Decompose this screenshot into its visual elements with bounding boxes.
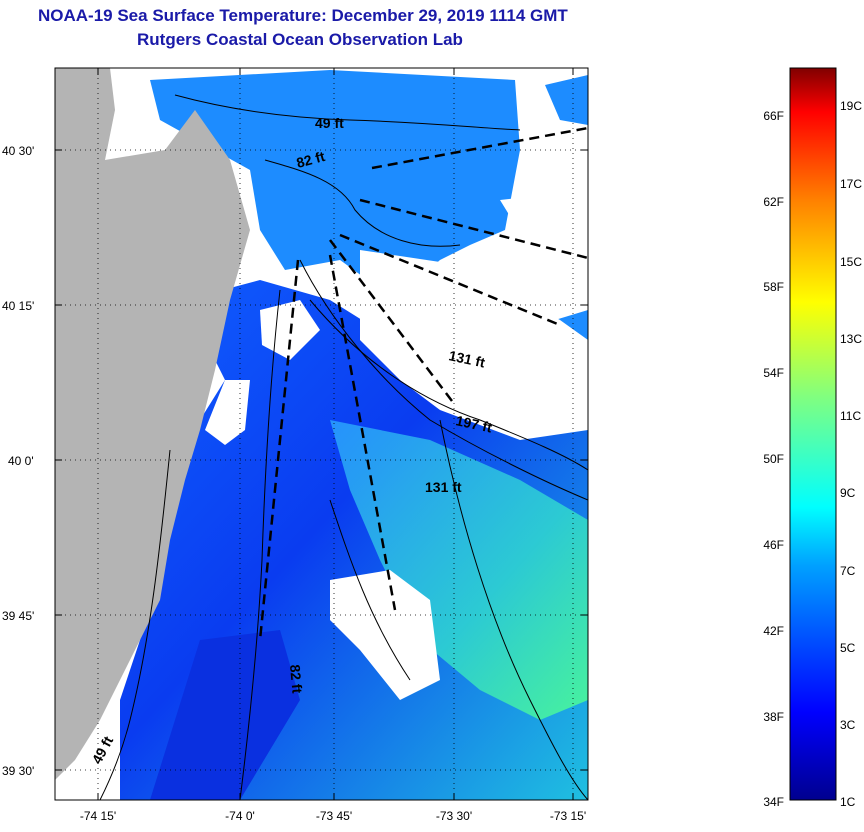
transect-lines bbox=[258, 126, 588, 641]
colorbar-f-labels: 66F 62F 58F 54F 50F 46F 42F 38F 34F bbox=[763, 109, 784, 809]
c-label: 1C bbox=[840, 795, 856, 809]
f-label: 58F bbox=[763, 280, 784, 294]
c-label: 13C bbox=[840, 332, 862, 346]
axis-ticks bbox=[55, 68, 588, 800]
f-label: 50F bbox=[763, 452, 784, 466]
f-label: 46F bbox=[763, 538, 784, 552]
f-label: 42F bbox=[763, 624, 784, 638]
depth-label: 82 ft bbox=[295, 148, 327, 171]
f-label: 38F bbox=[763, 710, 784, 724]
depth-label: 197 ft bbox=[454, 412, 493, 435]
lon-label: -74 15' bbox=[80, 809, 116, 823]
depth-label: 49 ft bbox=[315, 115, 344, 131]
f-label: 54F bbox=[763, 366, 784, 380]
depth-label: 131 ft bbox=[447, 347, 486, 370]
c-label: 7C bbox=[840, 564, 856, 578]
cloud-mask bbox=[205, 190, 588, 700]
grid bbox=[55, 68, 588, 800]
c-label: 9C bbox=[840, 486, 856, 500]
lat-label: 40 30' bbox=[2, 144, 34, 158]
lat-label: 39 45' bbox=[2, 609, 34, 623]
map-title: NOAA-19 Sea Surface Temperature: Decembe… bbox=[38, 6, 568, 25]
f-label: 66F bbox=[763, 109, 784, 123]
map-subtitle: Rutgers Coastal Ocean Observation Lab bbox=[137, 30, 463, 49]
f-label: 62F bbox=[763, 195, 784, 209]
lon-label: -73 15' bbox=[550, 809, 586, 823]
colorbar-c-labels: 19C 17C 15C 13C 11C 9C 7C 5C 3C 1C bbox=[840, 99, 862, 809]
c-label: 15C bbox=[840, 255, 862, 269]
lat-label: 40 0' bbox=[8, 454, 34, 468]
c-label: 11C bbox=[840, 409, 861, 423]
c-label: 5C bbox=[840, 641, 856, 655]
c-label: 17C bbox=[840, 177, 862, 191]
land-mass bbox=[55, 68, 250, 780]
plot-frame bbox=[54, 67, 589, 801]
bathymetry-contours bbox=[99, 94, 588, 800]
c-label: 3C bbox=[840, 718, 856, 732]
lat-label: 40 15' bbox=[2, 299, 34, 313]
c-label: 19C bbox=[840, 99, 862, 113]
lon-label: -74 0' bbox=[225, 809, 255, 823]
lat-label: 39 30' bbox=[2, 764, 34, 778]
f-label: 34F bbox=[763, 795, 784, 809]
lon-label: -73 45' bbox=[316, 809, 352, 823]
lon-label: -73 30' bbox=[436, 809, 472, 823]
colorbar bbox=[789, 67, 837, 801]
depth-label: 82 ft bbox=[287, 664, 305, 694]
depth-label: 131 ft bbox=[425, 479, 462, 495]
